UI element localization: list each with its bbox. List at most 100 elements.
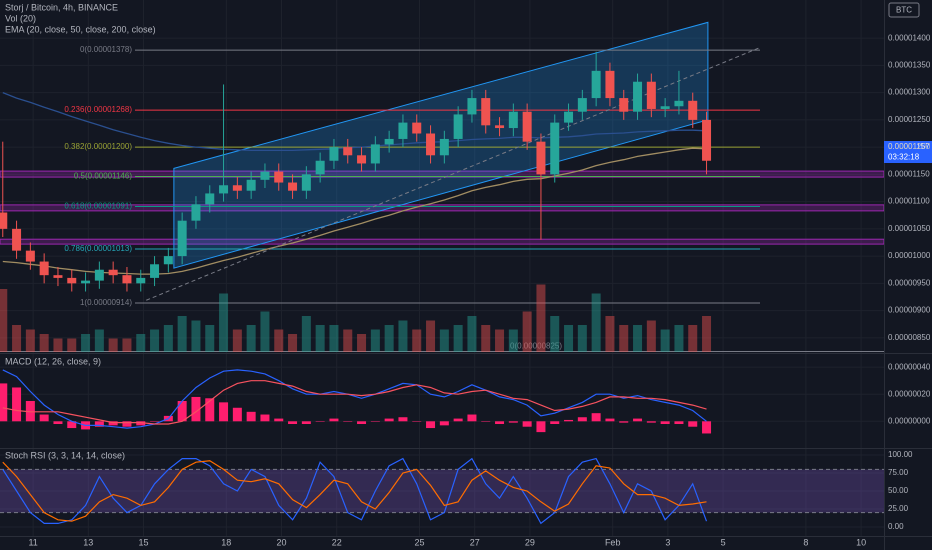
macd-histogram-bar — [536, 421, 546, 433]
volume-bar — [481, 325, 491, 352]
volume-bar — [370, 329, 380, 352]
x-tick-label: Feb — [605, 537, 621, 547]
y-tick-label: 0.00001050 — [888, 224, 931, 233]
y-tick-label: 0.00000950 — [888, 278, 931, 287]
macd-histogram-bar — [591, 413, 601, 422]
macd-histogram-bar — [219, 402, 229, 422]
volume-bar — [53, 338, 63, 352]
volume-bar — [177, 316, 187, 352]
x-tick-label: 8 — [803, 537, 808, 547]
candle-body — [357, 155, 367, 164]
candle-body — [67, 277, 77, 284]
candle-body — [329, 147, 339, 161]
indicator-label: Vol (20) — [5, 13, 36, 23]
macd-histogram-bar — [25, 401, 35, 422]
candle-body — [550, 122, 560, 175]
macd-histogram-bar — [426, 421, 436, 429]
candle-body — [384, 138, 394, 145]
plot-layer: 0(0.00001378) 0.236(0.00001268) 0.382(0.00… — [0, 0, 885, 536]
candle-body — [232, 185, 242, 191]
y-tick-label: 25.00 — [888, 504, 909, 513]
volume-bar — [426, 320, 436, 352]
candle-body — [453, 114, 463, 139]
macd-title: MACD (12, 26, close, 9) — [5, 356, 101, 366]
macd-histogram-bar — [370, 421, 380, 422]
macd-histogram-bar — [343, 421, 353, 422]
candle-body — [426, 133, 436, 156]
volume-bar — [25, 329, 35, 352]
macd-histogram-bar — [688, 421, 698, 427]
candle-body — [108, 269, 118, 276]
macd-histogram-bar — [315, 421, 325, 422]
candle-body — [0, 212, 8, 229]
macd-histogram-bar — [702, 421, 712, 434]
volume-bar — [550, 316, 560, 352]
macd-histogram-bar — [522, 421, 532, 427]
candle-body — [219, 185, 229, 194]
macd-histogram-bar — [495, 421, 505, 424]
macd-histogram-bar — [329, 418, 339, 422]
macd-histogram-bar — [177, 401, 187, 422]
macd-histogram-bar — [550, 421, 560, 424]
candle-body — [467, 98, 477, 115]
y-tick-label: 0.00001350 — [888, 60, 931, 69]
candle-body — [605, 70, 615, 99]
candle-body — [12, 228, 22, 251]
volume-bar — [467, 316, 477, 352]
candle-body — [495, 125, 505, 129]
macd-histogram-bar — [467, 414, 477, 422]
macd-histogram-bar — [53, 421, 63, 424]
macd-histogram-bar — [481, 421, 491, 422]
volume-bar — [343, 329, 353, 352]
macd-histogram-bar — [288, 421, 298, 424]
volume-bar — [150, 329, 160, 352]
macd-histogram-bar — [67, 421, 77, 429]
candle-body — [163, 256, 173, 265]
chart-title: Storj / Bitcoin, 4h, BINANCE — [5, 2, 118, 12]
macd-histogram-bar — [453, 418, 463, 422]
y-tick-label: 75.00 — [888, 468, 909, 477]
candle-body — [177, 220, 187, 257]
fib-label: 0.236(0.00001268) — [64, 105, 132, 114]
macd-histogram-bar — [12, 387, 22, 422]
volume-bar — [357, 334, 367, 352]
volume-bar — [219, 293, 229, 352]
y-tick-label: 50.00 — [888, 486, 909, 495]
y-tick-label: 0.00001250 — [888, 115, 931, 124]
stoch-line — [2, 457, 708, 525]
candle-body — [122, 275, 132, 284]
candle-body — [536, 141, 546, 175]
macd-histogram-bar — [674, 421, 684, 424]
volume-bar — [577, 325, 587, 352]
macd-histogram-bar — [260, 414, 270, 422]
stoch-title: Stoch RSI (3, 3, 14, 14, close) — [5, 450, 125, 460]
volume-bar — [260, 311, 270, 352]
candle-body — [25, 250, 35, 262]
y-tick-label: 0.00000900 — [888, 306, 931, 315]
volume-bar — [191, 320, 201, 352]
macd-histogram-bar — [191, 396, 201, 422]
candle-body — [288, 182, 298, 191]
volume-bar — [688, 325, 698, 352]
candle-body — [688, 100, 698, 120]
macd-histogram-bar — [357, 421, 367, 424]
candle-body — [508, 111, 518, 129]
macd-histogram-bar — [508, 421, 518, 423]
candle-body — [633, 81, 643, 112]
candle-body — [260, 171, 270, 180]
volume-bar — [0, 289, 8, 352]
macd-histogram-bar — [412, 421, 422, 422]
candle-body — [246, 179, 256, 191]
volume-bar — [453, 325, 463, 352]
volume-bar — [536, 284, 546, 352]
volume-bar — [605, 316, 615, 352]
x-tick-label: 29 — [525, 537, 535, 547]
countdown: 03:32:18 — [888, 153, 920, 162]
macd-histogram-bar — [136, 421, 146, 426]
currency[interactable]: BTC — [896, 6, 912, 15]
macd-histogram-bar — [94, 421, 104, 427]
currency-box[interactable] — [888, 2, 920, 18]
macd-histogram-bar — [150, 421, 160, 422]
x-tick-label: 18 — [221, 537, 231, 547]
